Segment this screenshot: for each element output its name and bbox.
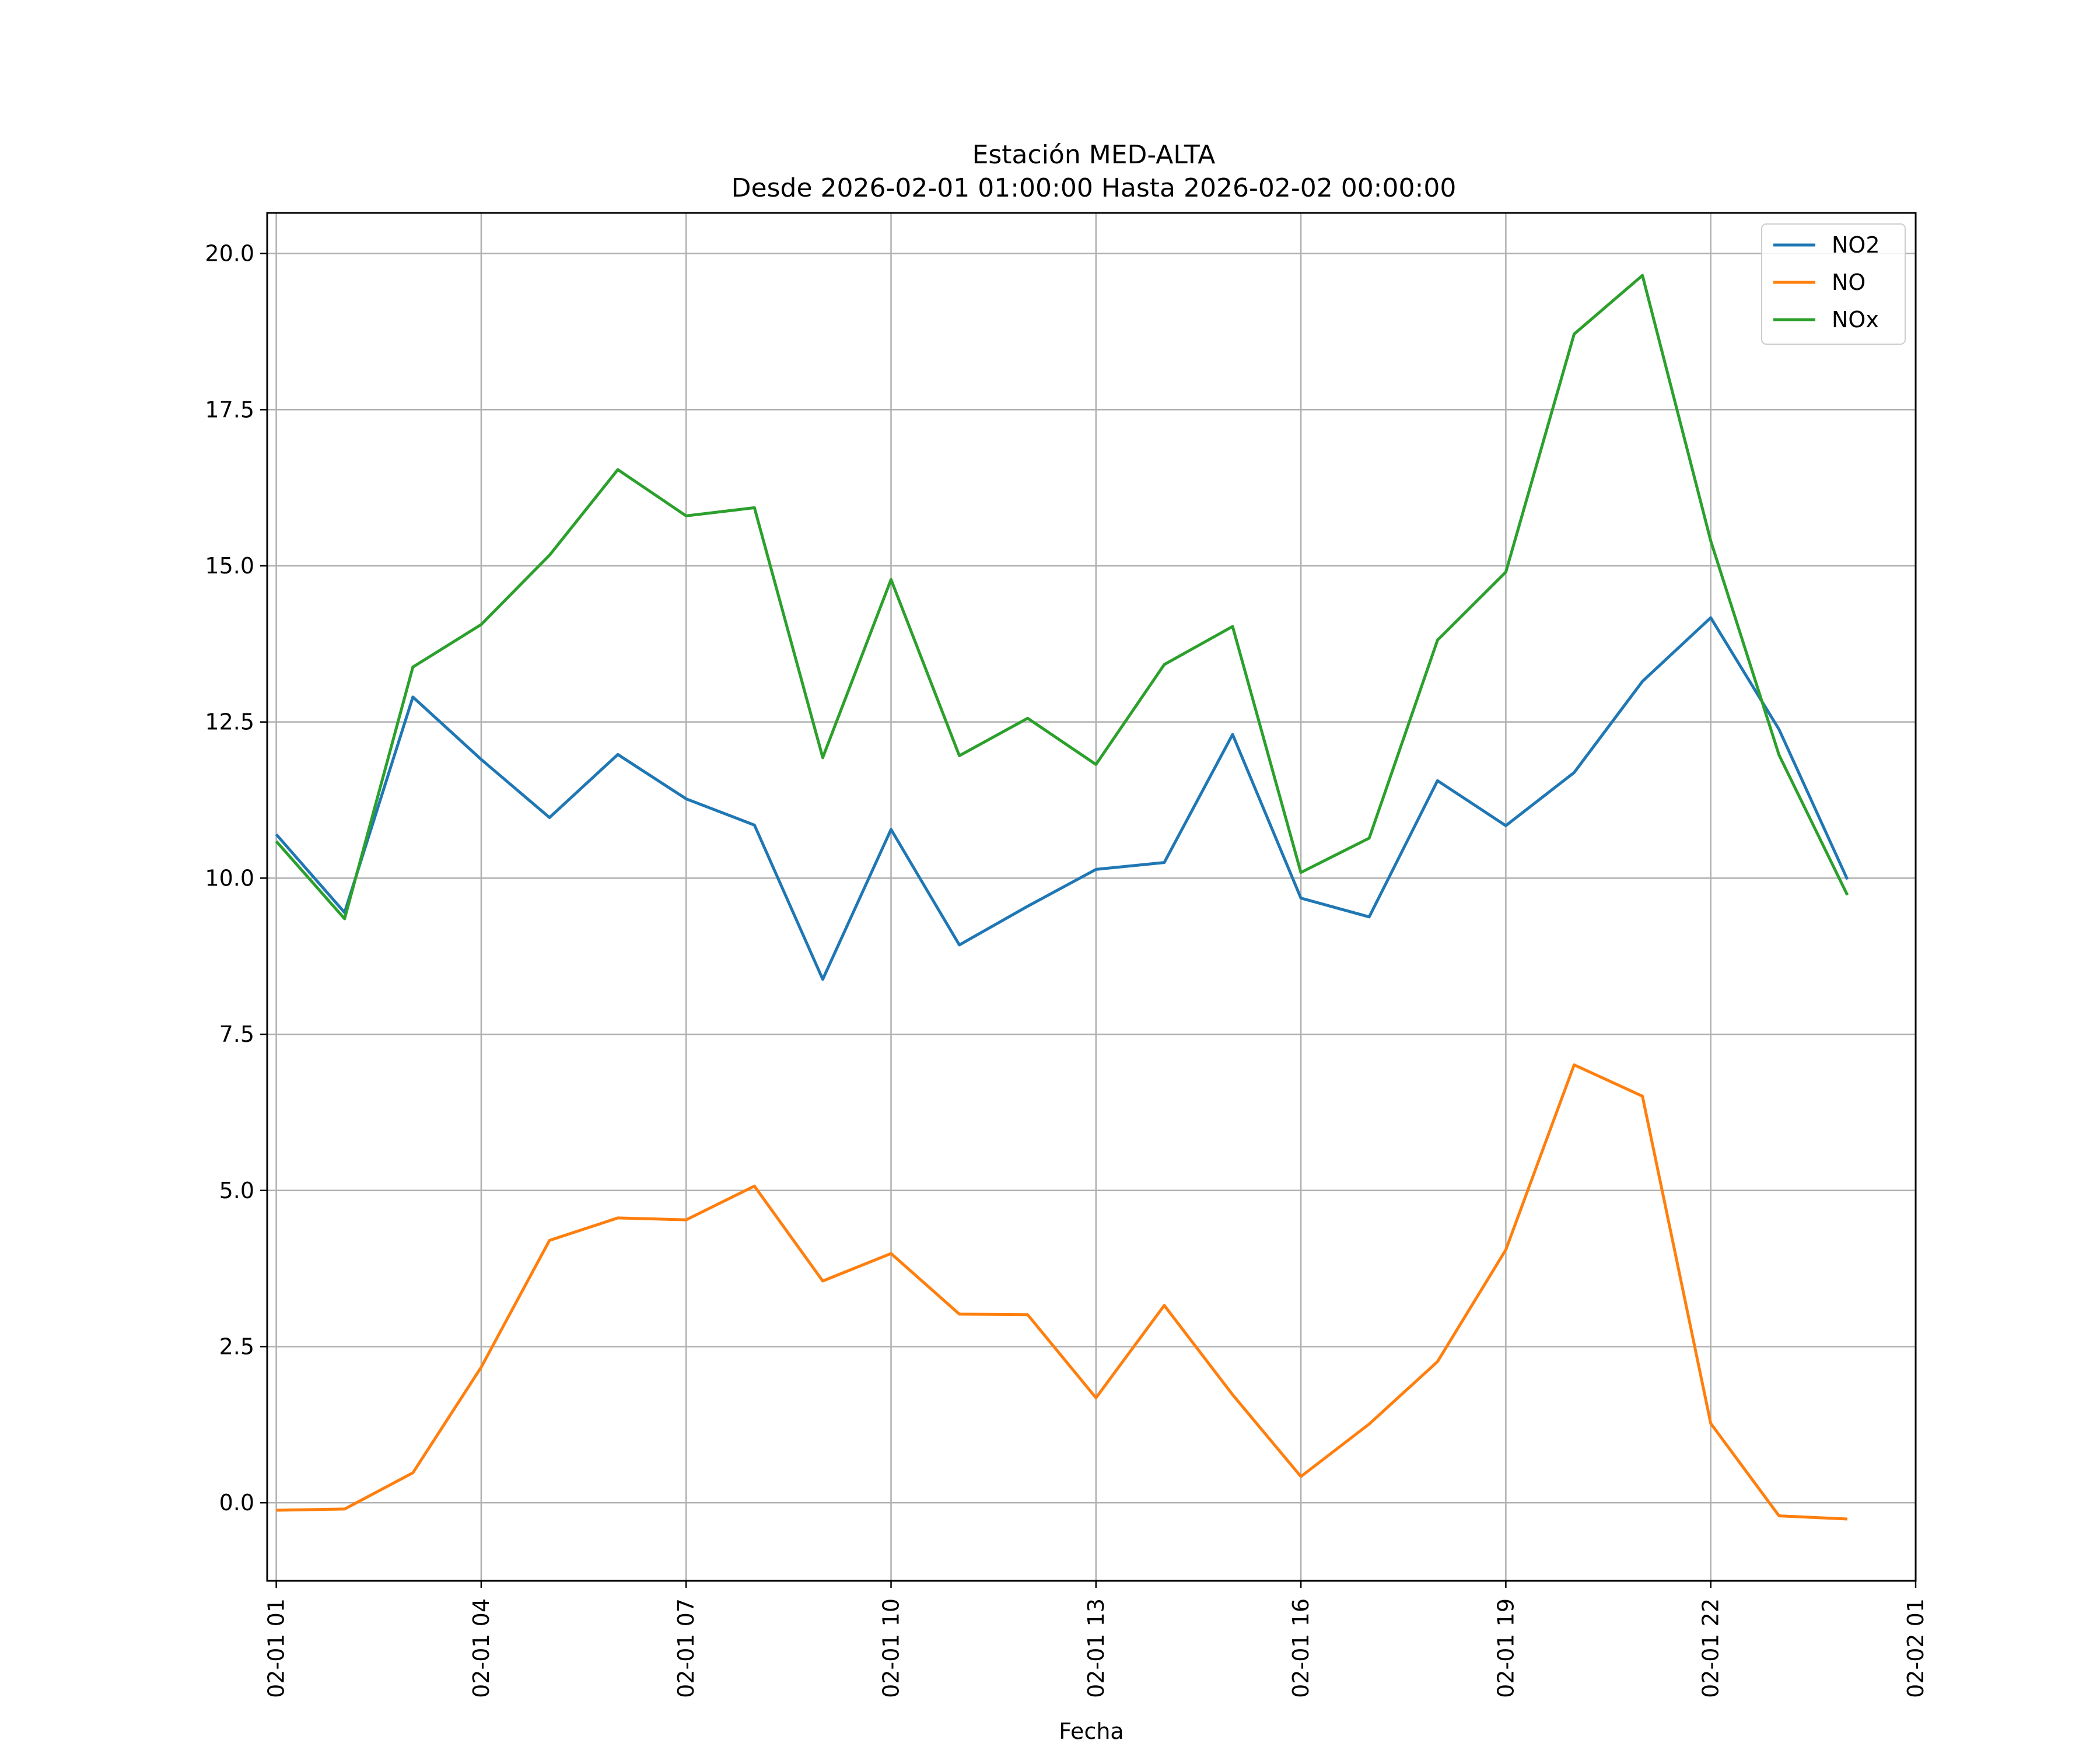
x-tick-label: 02-01 10 bbox=[878, 1598, 904, 1698]
x-axis-label: Fecha bbox=[1059, 1718, 1124, 1744]
y-tick-label: 10.0 bbox=[205, 865, 254, 891]
x-tick-label: 02-02 01 bbox=[1903, 1598, 1929, 1698]
legend-label-no2: NO2 bbox=[1832, 232, 1880, 258]
gridlines bbox=[267, 213, 1917, 1581]
x-tick-label: 02-01 01 bbox=[264, 1598, 289, 1698]
y-tick-label: 17.5 bbox=[205, 397, 254, 422]
y-tick-label: 0.0 bbox=[219, 1490, 254, 1516]
legend: NO2 NO NOx bbox=[1761, 223, 1906, 345]
x-tick-label: 02-01 07 bbox=[673, 1598, 699, 1698]
y-axis-ticks: 0.0 2.5 5.0 7.5 10.0 12.5 15.0 17.5 20.0 bbox=[205, 241, 267, 1516]
y-tick-label: 7.5 bbox=[219, 1021, 254, 1047]
chart-subtitle: Desde 2026-02-01 01:00:00 Hasta 2026-02-… bbox=[732, 173, 1457, 203]
plot-frame bbox=[266, 212, 1917, 1582]
series-line-no2 bbox=[275, 616, 1849, 981]
y-tick-label: 5.0 bbox=[219, 1178, 254, 1203]
legend-label-no: NO bbox=[1832, 270, 1866, 295]
x-tick-label: 02-01 22 bbox=[1698, 1598, 1724, 1698]
title-block: Estación MED-ALTA Desde 2026-02-01 01:00… bbox=[732, 140, 1457, 203]
y-tick-label: 12.5 bbox=[205, 709, 254, 735]
legend-label-nox: NOx bbox=[1832, 307, 1879, 332]
chart-title: Estación MED-ALTA bbox=[972, 140, 1216, 170]
x-tick-label: 02-01 16 bbox=[1288, 1598, 1314, 1698]
x-tick-label: 02-01 19 bbox=[1493, 1598, 1518, 1698]
series-line-no bbox=[276, 1063, 1848, 1521]
y-tick-label: 2.5 bbox=[219, 1334, 254, 1359]
series-line-nox bbox=[275, 274, 1849, 921]
y-tick-label: 15.0 bbox=[205, 553, 254, 579]
x-tick-label: 02-01 04 bbox=[468, 1598, 494, 1698]
x-tick-label: 02-01 13 bbox=[1083, 1598, 1109, 1698]
y-tick-label: 20.0 bbox=[205, 241, 254, 267]
x-axis-ticks: 02-01 01 02-01 04 02-01 07 02-01 10 02-01 13… bbox=[264, 1581, 1929, 1698]
legend-box bbox=[1761, 223, 1906, 345]
data-series bbox=[275, 274, 1849, 1521]
